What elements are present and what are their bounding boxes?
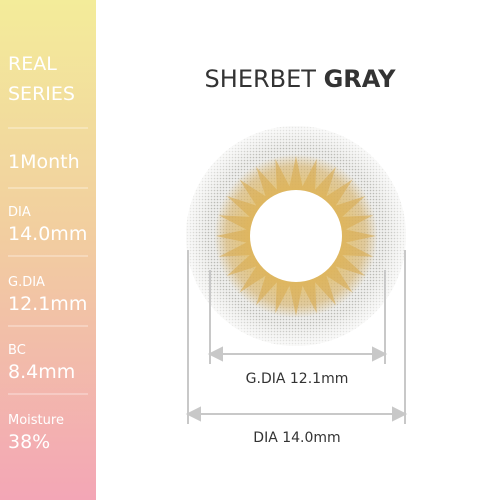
- title: SHERBET GRAY: [205, 65, 397, 93]
- spec-label: G.DIA: [8, 275, 45, 290]
- spec-label: BC: [8, 343, 26, 358]
- spec-value: 12.1mm: [8, 293, 87, 315]
- spec-label: Moisture: [8, 413, 64, 428]
- title-color: GRAY: [324, 65, 396, 93]
- series-line: REAL: [8, 53, 57, 75]
- lens: [186, 126, 406, 346]
- spec-value: 14.0mm: [8, 223, 87, 245]
- dia-label: DIA 14.0mm: [253, 430, 340, 446]
- sidebar: [0, 0, 96, 500]
- dimension-lines: [185, 250, 408, 424]
- series-line: SERIES: [8, 83, 75, 105]
- spec-value: 38%: [8, 431, 50, 453]
- spec-value: 8.4mm: [8, 361, 75, 383]
- gdia-label: G.DIA 12.1mm: [246, 371, 349, 387]
- title-name: SHERBET: [205, 65, 317, 93]
- period: 1Month: [8, 151, 80, 173]
- separators: [8, 127, 88, 395]
- specs: DIA 14.0mm G.DIA 12.1mm BC 8.4mm Moisture 38%: [8, 205, 87, 453]
- spec-label: DIA: [8, 205, 31, 220]
